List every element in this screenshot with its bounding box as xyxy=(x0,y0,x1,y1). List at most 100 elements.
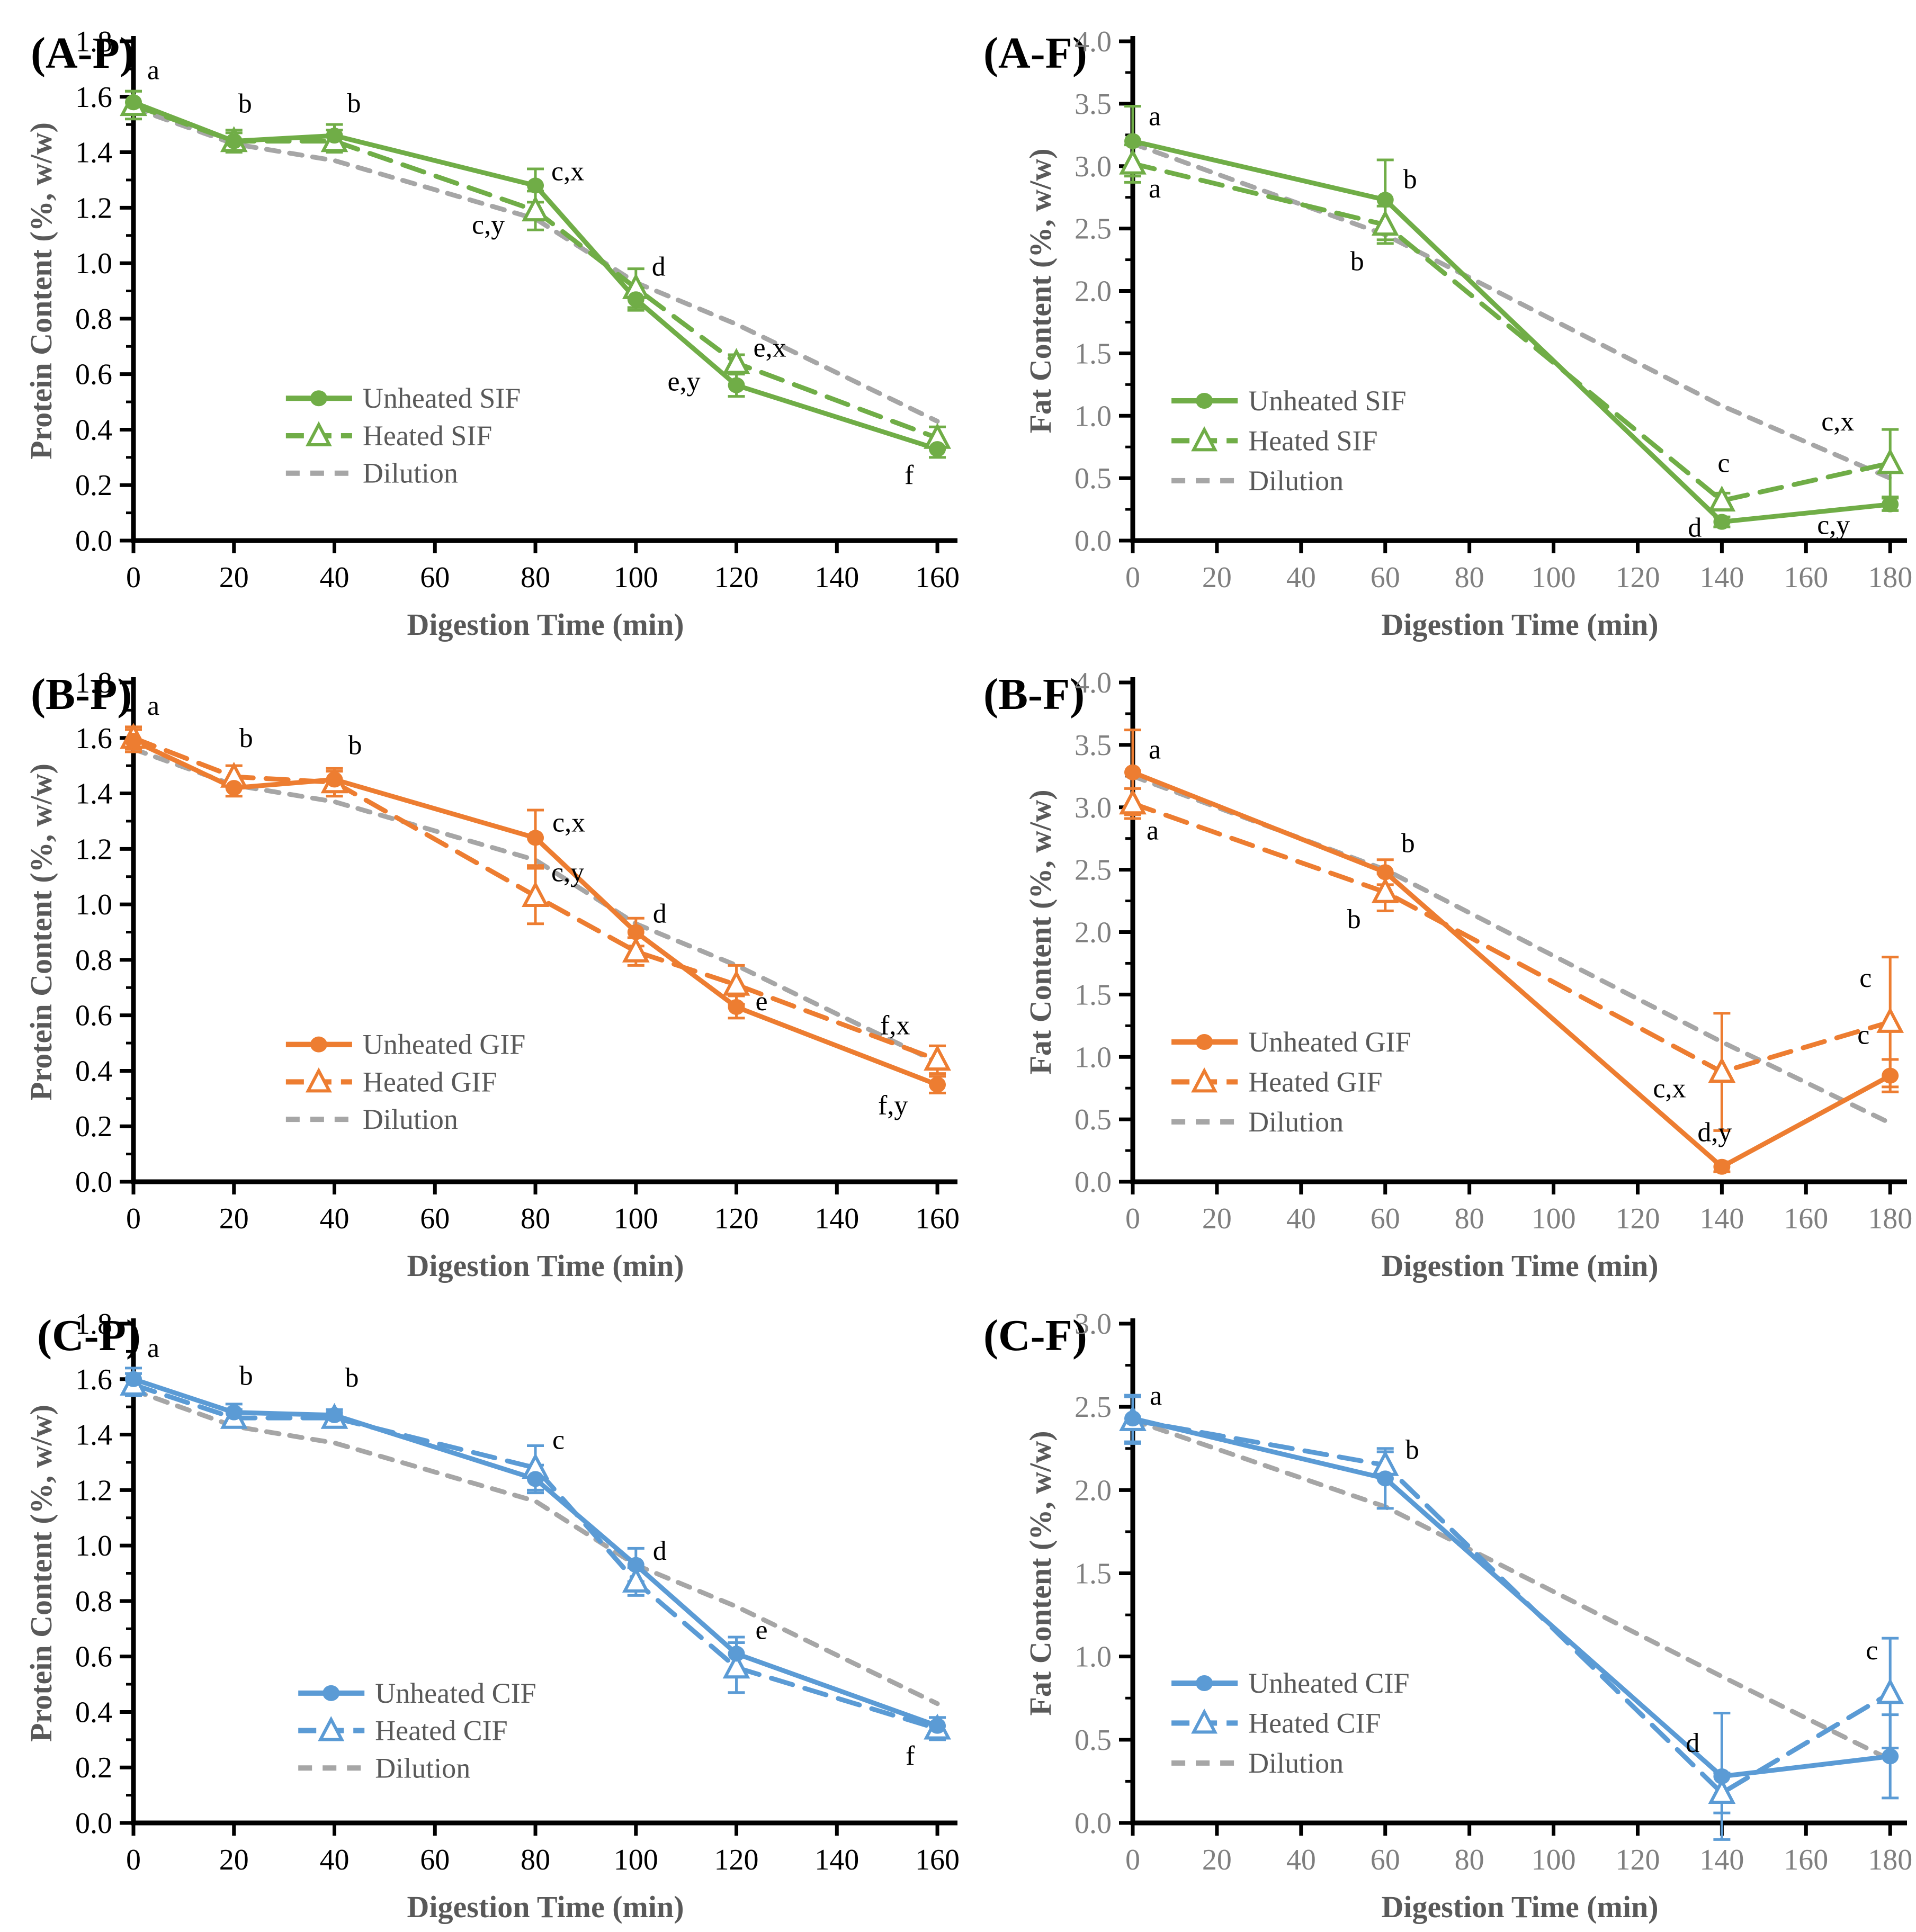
sig-letter: c xyxy=(552,1425,565,1455)
panel-title: (C-F) xyxy=(983,1311,1087,1360)
circle-marker xyxy=(1713,1768,1731,1784)
circle-marker xyxy=(527,830,544,846)
legend-label: Dilution xyxy=(1248,465,1344,497)
circle-marker xyxy=(527,177,544,194)
sig-letter: c,x xyxy=(1821,407,1854,437)
x-tick-label: 140 xyxy=(1699,561,1744,594)
y-tick-label: 1.0 xyxy=(1075,1041,1112,1074)
x-tick-label: 40 xyxy=(1286,561,1316,594)
x-tick-label: 40 xyxy=(1286,1202,1316,1235)
x-tick-label: 140 xyxy=(1699,1844,1744,1876)
y-tick-label: 0.2 xyxy=(75,1751,112,1784)
x-tick-label: 160 xyxy=(915,561,960,594)
legend-triangle-marker xyxy=(1191,1067,1218,1093)
sig-letter: c,y xyxy=(1817,510,1850,541)
circle-marker xyxy=(1124,1410,1141,1427)
x-tick-label: 20 xyxy=(219,561,249,594)
sig-letter: a xyxy=(1149,102,1161,132)
x-tick-label: 0 xyxy=(126,1202,141,1235)
y-axis-title: Fat Content (%, w/w) xyxy=(1023,1431,1058,1715)
y-tick-label: 2.5 xyxy=(1075,213,1112,246)
panel-title: (A-P) xyxy=(31,29,135,78)
sig-letter: c xyxy=(1857,1020,1869,1050)
legend-circle-marker xyxy=(310,390,327,407)
y-axis-title: Protein Content (%, w/w) xyxy=(24,122,58,460)
x-axis-title: Digestion Time (min) xyxy=(1381,607,1658,642)
sig-letter: b xyxy=(1350,247,1364,277)
x-tick-label: 60 xyxy=(1371,1202,1400,1235)
circle-marker xyxy=(627,1557,644,1573)
sig-letter: a xyxy=(147,55,159,85)
x-axis-title: Digestion Time (min) xyxy=(407,1248,684,1283)
sig-letter: d,y xyxy=(1697,1118,1732,1148)
x-tick-label: 140 xyxy=(814,561,859,594)
y-tick-label: 1.2 xyxy=(75,192,112,224)
legend-label: Unheated GIF xyxy=(1248,1026,1411,1058)
x-tick-label: 60 xyxy=(1371,561,1400,594)
y-axis-title: Protein Content (%, w/w) xyxy=(24,1405,58,1742)
chart-C-F: (C-F) 0 20 40 60 80 100 120 140 160 180 0.0 0.5 1.0 1.… xyxy=(983,1308,1912,1924)
Heated SIF-line xyxy=(1130,161,1893,504)
y-tick-label: 1.0 xyxy=(1075,400,1112,433)
circle-marker xyxy=(125,1371,142,1387)
y-tick-label: 2.5 xyxy=(1075,854,1112,887)
y-tick-label: 0.2 xyxy=(75,469,112,502)
sig-letter: b xyxy=(347,88,361,119)
y-tick-label: 3.0 xyxy=(1075,792,1112,824)
y-tick-label: 1.4 xyxy=(75,137,112,169)
x-tick-label: 0 xyxy=(1125,1844,1140,1876)
Unheated SIF-line xyxy=(1130,139,1893,525)
circle-marker xyxy=(326,771,343,788)
panel-title: (B-F) xyxy=(983,670,1085,719)
Heated GIF-line xyxy=(1130,801,1893,1075)
x-tick-label: 80 xyxy=(521,1844,550,1876)
Heated SIF-line xyxy=(131,102,940,441)
y-tick-label: 0.4 xyxy=(75,414,112,446)
panel-A-P: (A-P) 0 20 40 60 80 100 120 140 160 0.0 0.2 0.4 0.6 0.… xyxy=(21,8,979,650)
legend-triangle-marker xyxy=(318,1716,345,1741)
y-tick-label: 0.0 xyxy=(1075,525,1112,558)
sig-letter: e,y xyxy=(668,367,701,397)
y-tick-label: 3.5 xyxy=(1075,729,1112,762)
x-tick-label: 0 xyxy=(1125,1202,1140,1235)
y-tick-label: 0.0 xyxy=(1075,1807,1112,1840)
chart-B-F: (B-F) 0 20 40 60 80 100 120 140 160 180 0.0 0.5 1.0 1.… xyxy=(983,667,1912,1283)
x-tick-label: 160 xyxy=(915,1202,960,1235)
panel-C-F: (C-F) 0 20 40 60 80 100 120 140 160 180 0.0 0.5 1.0 1.… xyxy=(979,1291,1916,1932)
sig-letter: b xyxy=(345,1363,359,1393)
y-tick-label: 2.5 xyxy=(1075,1391,1112,1424)
y-tick-label: 0.8 xyxy=(75,944,112,977)
triangle-marker xyxy=(1371,877,1399,903)
x-tick-label: 120 xyxy=(714,561,759,594)
y-tick-label: 0.0 xyxy=(75,1807,112,1840)
sig-letter: b xyxy=(238,89,252,119)
triangle-marker xyxy=(1708,486,1736,512)
triangle-marker xyxy=(522,195,549,222)
legend-circle-marker xyxy=(1196,392,1213,409)
triangle-marker xyxy=(1876,448,1904,474)
x-tick-label: 20 xyxy=(1202,561,1232,594)
circle-marker xyxy=(929,1718,946,1734)
circle-marker xyxy=(1376,192,1394,208)
legend-label: Dilution xyxy=(1248,1747,1344,1779)
circle-marker xyxy=(728,999,745,1015)
y-tick-label: 1.0 xyxy=(1075,1641,1112,1674)
x-tick-label: 60 xyxy=(1371,1844,1400,1876)
x-tick-label: 20 xyxy=(219,1844,249,1876)
panel-title: (A-F) xyxy=(983,29,1087,78)
circle-marker xyxy=(1124,764,1141,780)
x-tick-label: 180 xyxy=(1868,1202,1912,1235)
circle-marker xyxy=(527,1471,544,1487)
y-tick-label: 1.8 xyxy=(75,667,112,699)
panel-title: (B-P) xyxy=(31,670,132,719)
panel-A-F: (A-F) 0 20 40 60 80 100 120 140 160 180 0.0 0.5 1.0 1.… xyxy=(979,8,1916,650)
x-tick-label: 120 xyxy=(1615,1202,1660,1235)
x-tick-label: 60 xyxy=(420,561,450,594)
circle-marker xyxy=(728,1646,745,1662)
sig-letter: c,x xyxy=(551,156,584,186)
x-axis-title: Digestion Time (min) xyxy=(1381,1248,1658,1283)
legend-triangle-marker xyxy=(305,1067,332,1093)
y-tick-label: 0.2 xyxy=(75,1110,112,1143)
legend-label: Heated CIF xyxy=(1248,1707,1381,1739)
circle-marker xyxy=(1124,133,1141,149)
